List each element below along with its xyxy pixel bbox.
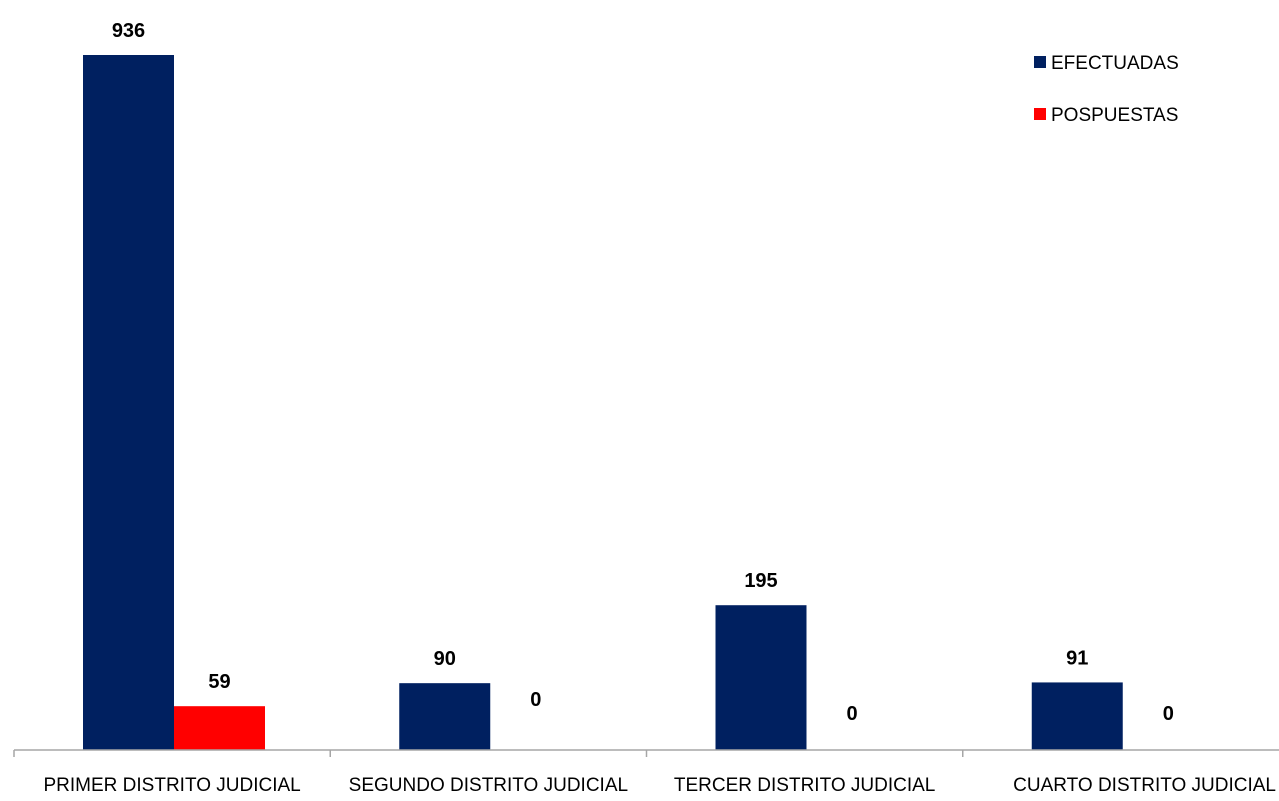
- x-tick-label-primer-distrito-judicial: PRIMER DISTRITO JUDICIAL: [44, 775, 301, 796]
- data-label-pospuestas-segundo-distrito-judicial: 0: [530, 689, 541, 711]
- x-axis: PRIMER DISTRITO JUDICIAL SEGUNDO DISTRITO…: [13, 749, 1279, 796]
- data-labels-layer: 936 59 90 0 195 0 91 0: [112, 20, 1174, 725]
- data-label-pospuestas-primer-distrito-judicial: 59: [208, 671, 230, 693]
- bar-efectuadas-primer-distrito-judicial: [83, 55, 174, 750]
- legend-swatch-efectuadas: [1034, 56, 1046, 68]
- x-tick-label-segundo-distrito-judicial: SEGUNDO DISTRITO JUDICIAL: [349, 775, 628, 796]
- x-tick-label-tercer-distrito-judicial: TERCER DISTRITO JUDICIAL: [674, 775, 935, 796]
- bar-efectuadas-segundo-distrito-judicial: [399, 683, 491, 750]
- legend: EFECTUADAS POSPUESTAS: [1034, 53, 1179, 126]
- data-label-efectuadas-primer-distrito-judicial: 936: [112, 20, 145, 42]
- data-label-pospuestas-tercer-distrito-judicial: 0: [846, 703, 857, 725]
- bar-efectuadas-tercer-distrito-judicial: [715, 605, 807, 750]
- legend-item-efectuadas: EFECTUADAS: [1034, 53, 1179, 74]
- x-tick-label-cuarto-distrito-judicial: CUARTO DISTRITO JUDICIAL: [1013, 775, 1276, 796]
- data-label-efectuadas-segundo-distrito-judicial: 90: [434, 648, 456, 670]
- legend-swatch-pospuestas: [1034, 108, 1046, 120]
- legend-item-pospuestas: POSPUESTAS: [1034, 105, 1178, 126]
- bar-pospuestas-primer-distrito-judicial: [174, 706, 265, 750]
- legend-label-efectuadas: EFECTUADAS: [1051, 53, 1179, 74]
- data-label-efectuadas-cuarto-distrito-judicial: 91: [1066, 647, 1088, 669]
- bar-efectuadas-cuarto-distrito-judicial: [1031, 682, 1123, 750]
- data-label-pospuestas-cuarto-distrito-judicial: 0: [1163, 703, 1174, 725]
- bars-layer: [83, 55, 1123, 750]
- legend-label-pospuestas: POSPUESTAS: [1051, 105, 1178, 126]
- data-label-efectuadas-tercer-distrito-judicial: 195: [744, 570, 777, 592]
